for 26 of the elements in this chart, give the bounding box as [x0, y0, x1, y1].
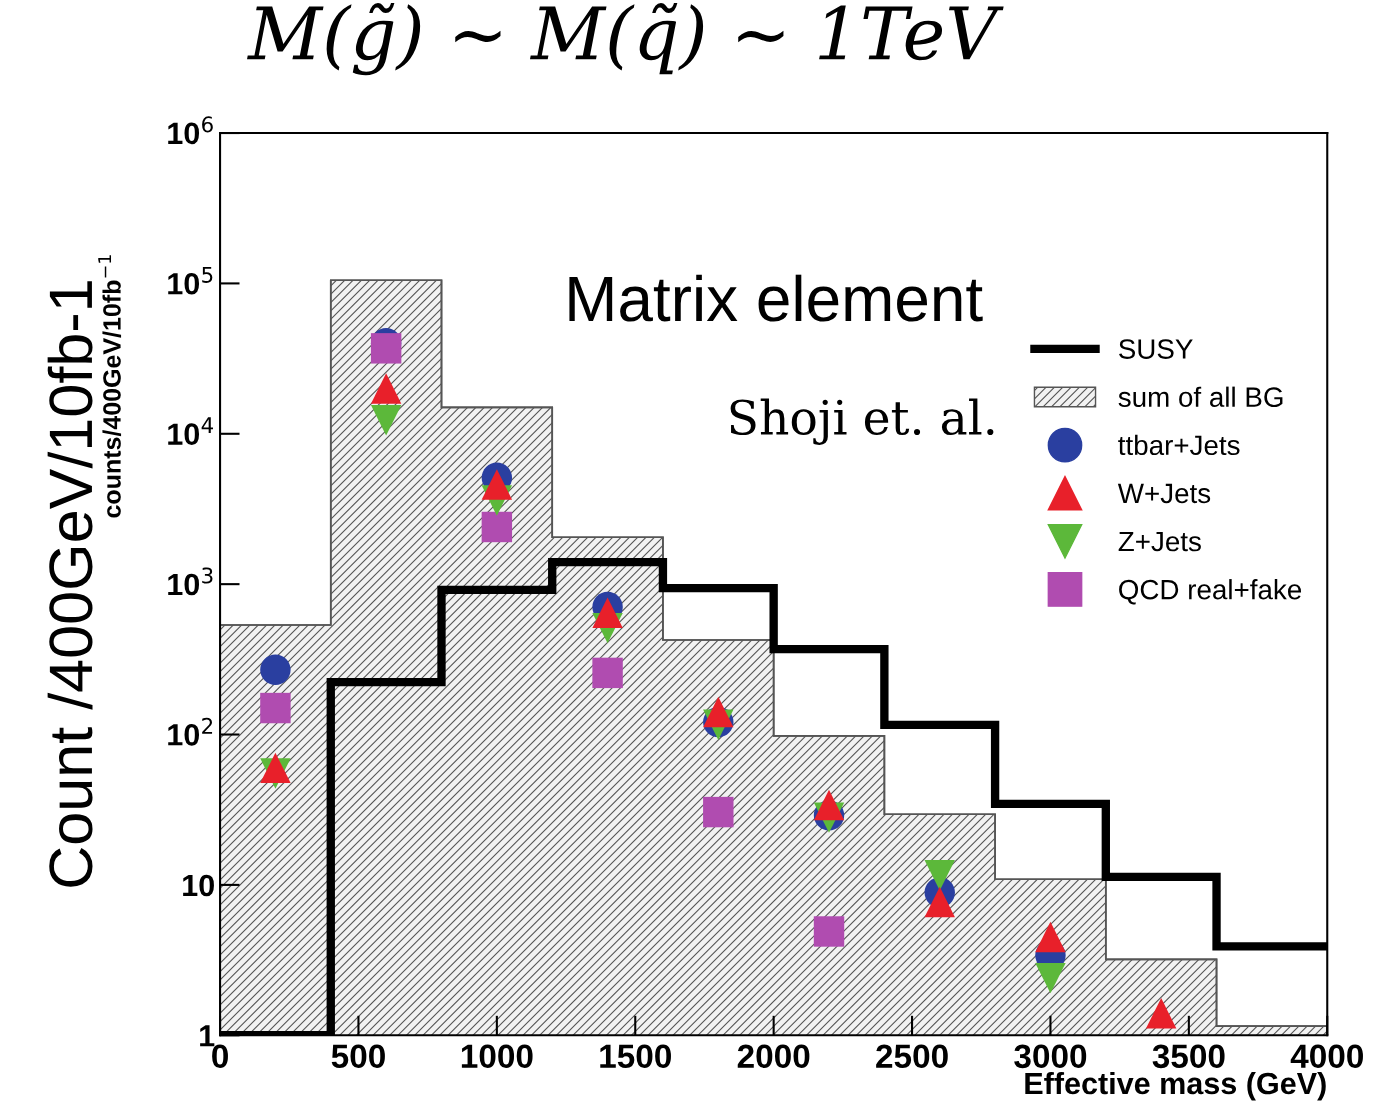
- y-tick-label: 10$^{5}$: [168, 266, 213, 295]
- annotation: Matrix element: [569, 274, 983, 322]
- legend-label: SUSY: [1119, 339, 1193, 359]
- y-axis-title: counts/400GeV/10fb$^{−1}$: [98, 255, 122, 518]
- y-tick-label: 10: [183, 874, 214, 897]
- text: Count /400GeV/10fb-1: [47, 281, 93, 887]
- legend-label: sum of all BG: [1118, 386, 1283, 408]
- x-tick-label: 1500: [600, 1044, 671, 1069]
- x-tick-label: 2500: [876, 1044, 948, 1069]
- y-tick-label: 10$^{2}$: [168, 717, 213, 746]
- x-tick-label: 2000: [737, 1044, 810, 1069]
- y-tick-label: 10$^{6}$: [168, 116, 213, 145]
- legend-label: W+Jets: [1117, 483, 1211, 504]
- y-tick-label: 10$^{3}$: [168, 567, 213, 596]
- y-tick-label: 10$^{4}$: [168, 417, 213, 445]
- x-tick-label: 4000: [1290, 1044, 1363, 1069]
- x-tick-label: 3500: [1152, 1044, 1225, 1069]
- x-axis-title: Effective mass (GeV): [1025, 1071, 1326, 1101]
- annotation: Shoji et. al.: [730, 398, 994, 445]
- x-tick-label: 500: [331, 1044, 385, 1069]
- legend-label: Z+Jets: [1118, 531, 1201, 552]
- x-tick-label: 3000: [1014, 1044, 1087, 1069]
- legend-label: QCD real+fake: [1119, 579, 1302, 605]
- legend-label: ttbar+Jets: [1118, 434, 1240, 456]
- x-tick-label: 1000: [461, 1044, 533, 1069]
- chart-title: M(g̃) ~ M(q̃) ~ 1TeV: [247, 3, 1004, 76]
